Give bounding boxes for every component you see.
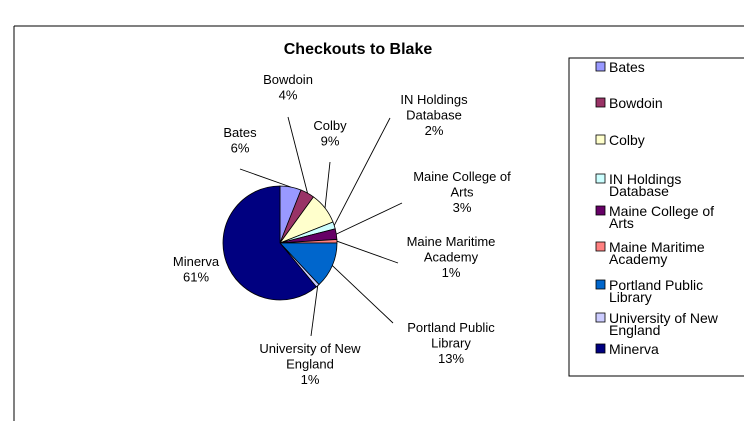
pie-slices [222, 185, 338, 301]
data-label-maine-maritime-academy: Maine Maritime Academy 1% [407, 234, 496, 280]
leader-line-bowdoin [287, 116, 308, 194]
leader-line-in-holdings-database [333, 117, 391, 226]
data-label-maine-college-of-arts: Maine College of Arts 3% [413, 169, 511, 215]
legend-swatch-in-holdings-database [595, 173, 606, 184]
data-label-portland-public-library: Portland Public Library 13% [407, 320, 495, 366]
legend-swatch-portland-public-library [595, 279, 606, 290]
data-label-bowdoin: Bowdoin 4% [263, 72, 313, 103]
legend: Bates Bowdoin Colby IN Holdings Database Main… [595, 59, 719, 357]
legend-swatch-bates [595, 61, 606, 72]
legend-label-maine-college-of-arts: Maine College of Arts [609, 203, 714, 231]
legend-swatch-university-of-new-england [595, 312, 606, 323]
legend-label-colby: Colby [609, 132, 645, 148]
legend-label-in-holdings-database: IN Holdings Database [609, 171, 681, 199]
leader-line-university-of-new-england [310, 285, 319, 337]
leader-line-maine-college-of-arts [336, 202, 403, 235]
slice-labels: Bates 6%Bowdoin 4%Colby 9% IN Holdings Databa… [173, 72, 511, 387]
data-label-in-holdings-database: IN Holdings Database 2% [400, 92, 468, 138]
leader-line-bates [239, 168, 291, 188]
leader-line-portland-public-library [331, 265, 394, 324]
pie-slice-minerva [222, 185, 317, 301]
legend-swatch-maine-college-of-arts [595, 205, 606, 216]
data-label-bates: Bates 6% [223, 125, 257, 156]
legend-label-university-of-new-england: University of New England [609, 310, 719, 338]
chart-title: Checkouts to Blake [284, 41, 433, 58]
legend-swatch-maine-maritime-academy [595, 241, 606, 252]
legend-box [568, 57, 744, 377]
data-label-colby: Colby 9% [313, 118, 347, 149]
data-label-minerva: Minerva 61% [173, 254, 220, 285]
data-label-university-of-new-england: University of New England 1% [259, 341, 361, 387]
legend-label-bowdoin: Bowdoin [609, 95, 663, 111]
leader-lines [239, 116, 403, 337]
leader-line-colby [324, 161, 331, 209]
leader-line-maine-maritime-academy [336, 240, 399, 264]
legend-label-maine-maritime-academy: Maine Maritime Academy [609, 239, 705, 267]
legend-swatch-colby [595, 134, 606, 145]
legend-label-bates: Bates [609, 59, 645, 75]
legend-swatch-bowdoin [595, 97, 606, 108]
legend-label-minerva: Minerva [609, 341, 659, 357]
legend-label-portland-public-library: Portland Public Library [609, 277, 703, 305]
legend-swatch-minerva [595, 343, 606, 354]
